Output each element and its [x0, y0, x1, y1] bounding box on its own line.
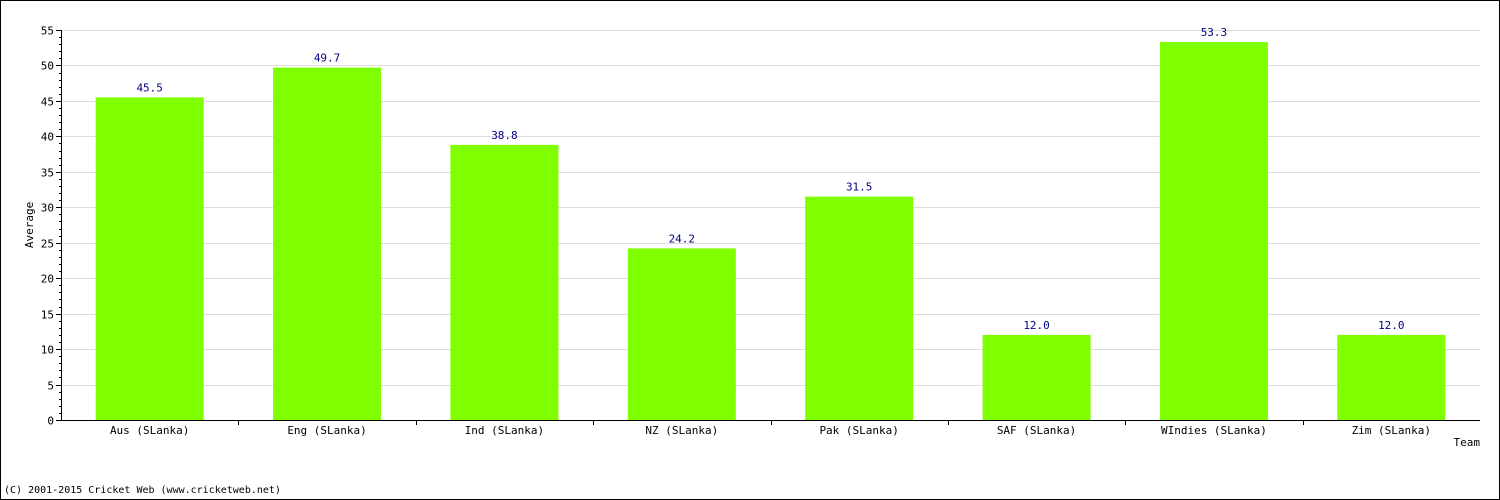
bar — [1159, 42, 1268, 421]
y-tick-label: 40 — [41, 131, 54, 144]
bar — [450, 144, 559, 420]
y-tick-label: 55 — [41, 25, 54, 38]
x-axis-title: Team — [1454, 436, 1481, 449]
bar-value-label: 38.8 — [491, 129, 518, 142]
y-tick-label: 30 — [41, 202, 54, 215]
y-tick-label: 45 — [41, 96, 54, 109]
bar — [95, 97, 204, 420]
y-tick-label: 25 — [41, 238, 54, 251]
x-tick-label: SAF (SLanka) — [997, 424, 1076, 437]
x-tick-label: WIndies (SLanka) — [1161, 424, 1267, 437]
copyright-text: (C) 2001-2015 Cricket Web (www.cricketwe… — [4, 485, 281, 496]
x-tick-label: Aus (SLanka) — [110, 424, 189, 437]
value-labels: 45.5 49.7 38.8 24.2 31.5 12.0 53.3 12.0 — [136, 26, 1404, 332]
y-axis-title: Average — [23, 202, 36, 248]
bar — [273, 67, 382, 420]
y-tick-label: 10 — [41, 344, 54, 357]
x-axis-ticks: Aus (SLanka) Eng (SLanka) Ind (SLanka) NZ (… — [110, 420, 1431, 437]
bar-value-label: 53.3 — [1201, 26, 1228, 39]
bar-value-label: 31.5 — [846, 181, 873, 194]
bar-value-label: 49.7 — [314, 52, 341, 65]
y-axis-ticks: 0 5 10 15 20 25 30 35 40 45 50 55 — [41, 25, 61, 428]
y-tick-label: 35 — [41, 167, 54, 180]
x-tick-label: Ind (SLanka) — [465, 424, 544, 437]
x-tick-label: Eng (SLanka) — [287, 424, 366, 437]
bar — [982, 334, 1091, 420]
y-tick-label: 0 — [47, 415, 54, 428]
bar — [805, 196, 914, 420]
x-tick-label: Pak (SLanka) — [819, 424, 898, 437]
bar — [1337, 334, 1446, 420]
bar-value-label: 24.2 — [669, 232, 696, 245]
bar-value-label: 12.0 — [1023, 319, 1050, 332]
bar-value-label: 45.5 — [136, 81, 163, 94]
x-tick-label: Zim (SLanka) — [1352, 424, 1431, 437]
y-tick-label: 15 — [41, 309, 54, 322]
y-tick-label: 50 — [41, 60, 54, 73]
bar-value-label: 12.0 — [1378, 319, 1405, 332]
bars — [95, 42, 1446, 421]
y-tick-label: 5 — [47, 380, 54, 393]
bar — [627, 248, 736, 420]
axes — [61, 30, 1480, 421]
x-tick-label: NZ (SLanka) — [645, 424, 718, 437]
y-tick-label: 20 — [41, 273, 54, 286]
